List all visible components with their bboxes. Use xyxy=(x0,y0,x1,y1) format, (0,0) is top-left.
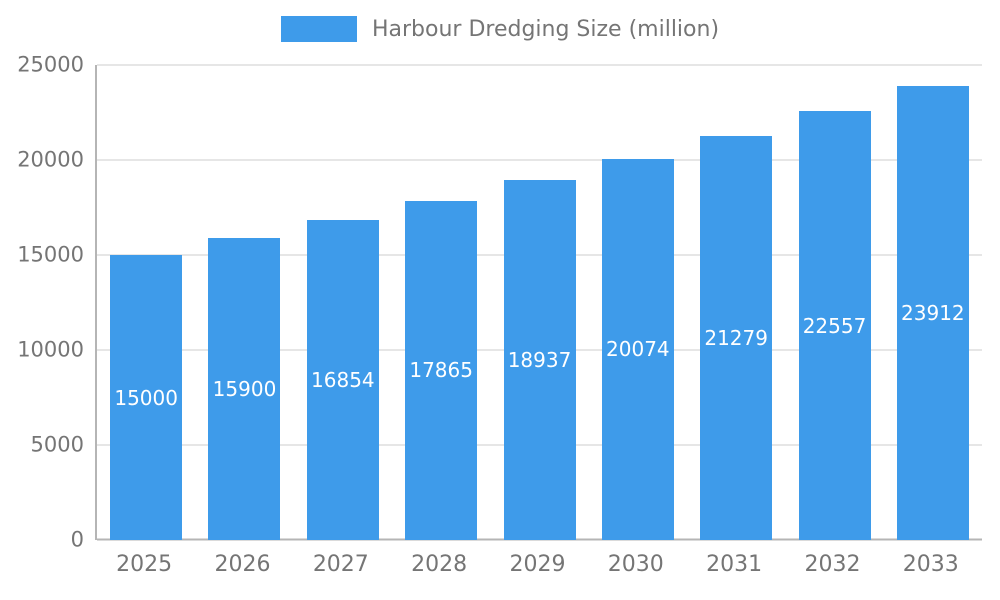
y-axis-tick-label: 10000 xyxy=(17,337,84,362)
x-axis-tick-label: 2029 xyxy=(509,552,566,577)
x-axis: 2025 2026 2027 2028 2029 2030 2031 2032 2033 xyxy=(95,552,980,577)
x-axis-tick-label: 2028 xyxy=(411,552,468,577)
bar-2026: 15900 xyxy=(208,237,281,540)
gridline xyxy=(97,159,982,161)
bar-value-label: 18937 xyxy=(507,348,572,373)
y-axis-tick-label: 25000 xyxy=(17,52,84,77)
plot-area: 15000 15900 16854 17865 18937 20074 21279 22557… xyxy=(95,64,982,541)
bar-2027: 16854 xyxy=(306,219,379,540)
x-axis-tick-label: 2027 xyxy=(312,552,369,577)
bar-2031: 21279 xyxy=(700,135,773,540)
y-axis-tick-label: 0 xyxy=(70,527,84,552)
bar-2030: 20074 xyxy=(601,158,674,540)
y-axis-tick-label: 20000 xyxy=(17,147,84,172)
x-axis-tick-label: 2030 xyxy=(607,552,664,577)
x-axis-tick-label: 2026 xyxy=(214,552,271,577)
x-axis-tick-label: 2033 xyxy=(902,552,959,577)
x-axis-tick-label: 2032 xyxy=(804,552,861,577)
bar-2029: 18937 xyxy=(503,180,576,540)
bar-value-label: 21279 xyxy=(704,325,768,350)
legend-swatch xyxy=(280,16,357,42)
chart-legend: Harbour Dredging Size (million) xyxy=(0,16,1000,42)
bar-value-label: 20074 xyxy=(606,337,670,362)
y-axis-tick-label: 5000 xyxy=(30,432,84,457)
bar-2033: 23912 xyxy=(896,85,969,540)
x-axis-tick-label: 2025 xyxy=(116,552,173,577)
bar-value-label: 15900 xyxy=(212,376,277,401)
bar-value-label: 22557 xyxy=(802,313,867,338)
legend-label: Harbour Dredging Size (million) xyxy=(371,16,720,42)
bar-value-label: 17865 xyxy=(409,358,473,383)
bar-2025: 15000 xyxy=(110,255,183,540)
y-axis: 0 5000 10000 15000 20000 25000 xyxy=(0,54,84,550)
bar-2028: 17865 xyxy=(405,200,478,540)
bar-value-label: 23912 xyxy=(901,300,965,325)
bar-value-label: 15000 xyxy=(114,385,178,410)
x-axis-tick-label: 2031 xyxy=(706,552,763,577)
bar-value-label: 16854 xyxy=(311,367,375,392)
gridline xyxy=(97,64,982,66)
bar-2032: 22557 xyxy=(798,111,871,540)
y-axis-tick-label: 15000 xyxy=(17,242,84,267)
